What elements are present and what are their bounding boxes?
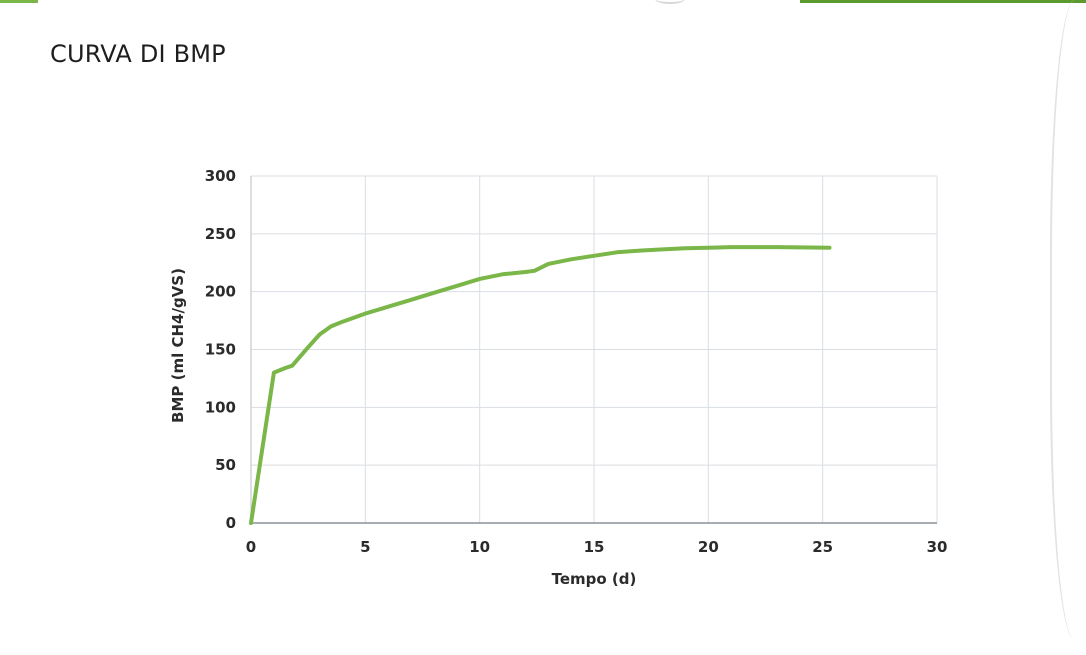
y-tick-label: 250 [205,225,236,243]
top-accent-bar-left [0,0,38,3]
chart-ticks: 0 50 100 150 200 250 300 0 5 10 15 20 25 30 [205,167,948,556]
y-tick-label: 200 [205,283,236,301]
y-tick-label: 150 [205,341,236,359]
x-tick-label: 5 [360,538,370,556]
y-tick-label: 0 [226,514,236,532]
y-axis-title: BMP (ml CH4/gVS) [169,268,187,423]
series-line [249,245,832,525]
y-tick-label: 100 [205,398,236,416]
x-tick-label: 25 [812,538,833,556]
x-tick-label: 20 [698,538,719,556]
x-tick-label: 30 [927,538,948,556]
y-tick-label: 300 [205,167,236,185]
chart-axes [250,176,937,524]
y-tick-label: 50 [215,456,236,474]
x-tick-label: 15 [584,538,605,556]
decorative-arc [655,0,685,4]
chart-grid [251,175,938,523]
decorative-page-curl [1050,0,1086,640]
top-accent-bar-right [800,0,1086,3]
x-axis-title: Tempo (d) [552,570,637,588]
page-title: CURVA DI BMP [50,40,226,68]
x-tick-label: 10 [469,538,490,556]
x-tick-label: 0 [246,538,256,556]
